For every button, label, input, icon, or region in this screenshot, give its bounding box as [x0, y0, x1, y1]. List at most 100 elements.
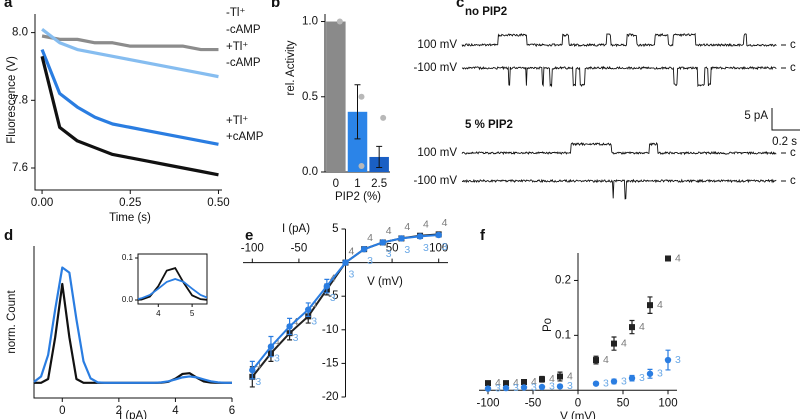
y-tick-label: 7.8	[12, 94, 28, 106]
y-tick-label: 1.0	[302, 16, 318, 28]
trace	[40, 55, 219, 177]
x-tick-label: 0	[333, 178, 339, 190]
trace	[33, 266, 232, 384]
channel-trace	[461, 141, 777, 156]
n-label: 3	[293, 332, 299, 344]
trace-label: +cAMP	[226, 131, 264, 143]
x-tick-label: 0	[59, 405, 65, 417]
n-label: 4	[675, 252, 681, 264]
n-label: 4	[386, 225, 392, 237]
condition-title: no PIP2	[465, 6, 507, 18]
bar	[326, 21, 346, 173]
inset-y-tick-label: 0.1	[122, 253, 134, 262]
n-label: 3	[311, 315, 317, 327]
n-label: 4	[639, 321, 645, 333]
panel-label: e	[245, 227, 253, 244]
y-tick-label: 0.5	[302, 91, 318, 103]
marker	[398, 235, 405, 242]
marker	[628, 374, 636, 382]
data-point	[380, 114, 387, 121]
x-tick-label: 0.00	[31, 197, 53, 209]
marker	[360, 245, 368, 253]
marker	[664, 356, 672, 364]
channel-trace	[461, 32, 777, 48]
n-label: 4	[657, 299, 663, 311]
marker	[323, 282, 331, 290]
n-label: 3	[567, 380, 573, 392]
x-tick-label: 4	[172, 405, 179, 417]
n-label: 4	[621, 337, 627, 349]
axis	[34, 14, 222, 191]
axis	[33, 246, 232, 399]
n-label: 3	[531, 381, 537, 393]
y-tick-label: 5	[332, 223, 338, 235]
marker	[646, 370, 654, 377]
x-axis-label: V (mV)	[367, 276, 403, 288]
inset-x-tick-label: 4	[156, 309, 161, 318]
n-label: 3	[423, 242, 429, 254]
n-label: 3	[274, 352, 280, 364]
n-label: 4	[274, 336, 280, 348]
marker	[267, 343, 275, 350]
scale-bar	[771, 108, 800, 131]
n-label: 3	[255, 376, 261, 388]
n-label: 3	[549, 381, 555, 393]
trace	[41, 34, 219, 52]
x-tick-label: -100	[241, 243, 264, 255]
data-point	[358, 162, 365, 169]
scale-current: 5 pA	[744, 110, 768, 122]
n-label: 4	[567, 370, 573, 382]
inset-x-tick-label: 5	[190, 309, 195, 318]
bar	[347, 111, 368, 172]
n-label: 3	[495, 382, 501, 394]
n-label: 3	[657, 368, 663, 380]
y-tick-label: -15	[322, 357, 339, 369]
trace-label: -cAMP	[226, 57, 261, 69]
trace	[40, 48, 219, 146]
inset-frame	[137, 253, 208, 305]
trace-label: -Tl⁺	[226, 7, 245, 19]
x-tick-label: 0	[575, 397, 581, 409]
voltage-label: -100 mV	[414, 62, 458, 74]
x-tick-label: 0.25	[119, 197, 141, 209]
marker	[539, 376, 545, 383]
n-label: 4	[255, 360, 261, 372]
n-label: 4	[404, 221, 410, 233]
x-axis-label: I (pA)	[119, 410, 147, 419]
inset-trace	[138, 267, 207, 301]
y-axis-label: rel. Activity	[285, 40, 297, 95]
marker	[610, 378, 618, 385]
x-tick-label: 0.50	[207, 197, 229, 209]
data-point	[336, 18, 343, 25]
voltage-label: -100 mV	[414, 175, 458, 187]
n-label: 4	[311, 299, 317, 311]
inset-plot	[138, 267, 207, 301]
x-tick-label: 100	[429, 243, 448, 255]
x-tick-label: -50	[291, 243, 308, 255]
condition-title: 5 % PIP2	[465, 119, 513, 131]
scale-time: 0.2 s	[772, 136, 797, 148]
n-label: 4	[549, 373, 555, 385]
marker	[249, 366, 256, 374]
marker	[416, 233, 424, 240]
closed-label: c	[790, 62, 796, 74]
x-tick-label: 6	[229, 405, 235, 417]
y-axis-label: I (pA)	[282, 223, 310, 235]
marker	[611, 340, 617, 347]
y-tick-label: 8.0	[12, 27, 28, 39]
n-label: 4	[603, 354, 609, 366]
n-label: 4	[442, 217, 448, 229]
trace-label: +Tl⁺	[226, 41, 248, 53]
inset-y-tick-label: 0.0	[122, 295, 134, 304]
n-label: 3	[367, 255, 373, 267]
y-tick-label: 0.0	[302, 166, 318, 178]
closed-label: c	[790, 175, 796, 187]
error-bar	[376, 145, 383, 168]
n-label: 3	[621, 375, 627, 387]
y-tick-label: 0.2	[555, 274, 571, 286]
y-tick-label: -5	[328, 290, 338, 302]
channel-trace	[461, 178, 777, 200]
n-label: 3	[386, 248, 392, 260]
marker	[379, 239, 386, 246]
